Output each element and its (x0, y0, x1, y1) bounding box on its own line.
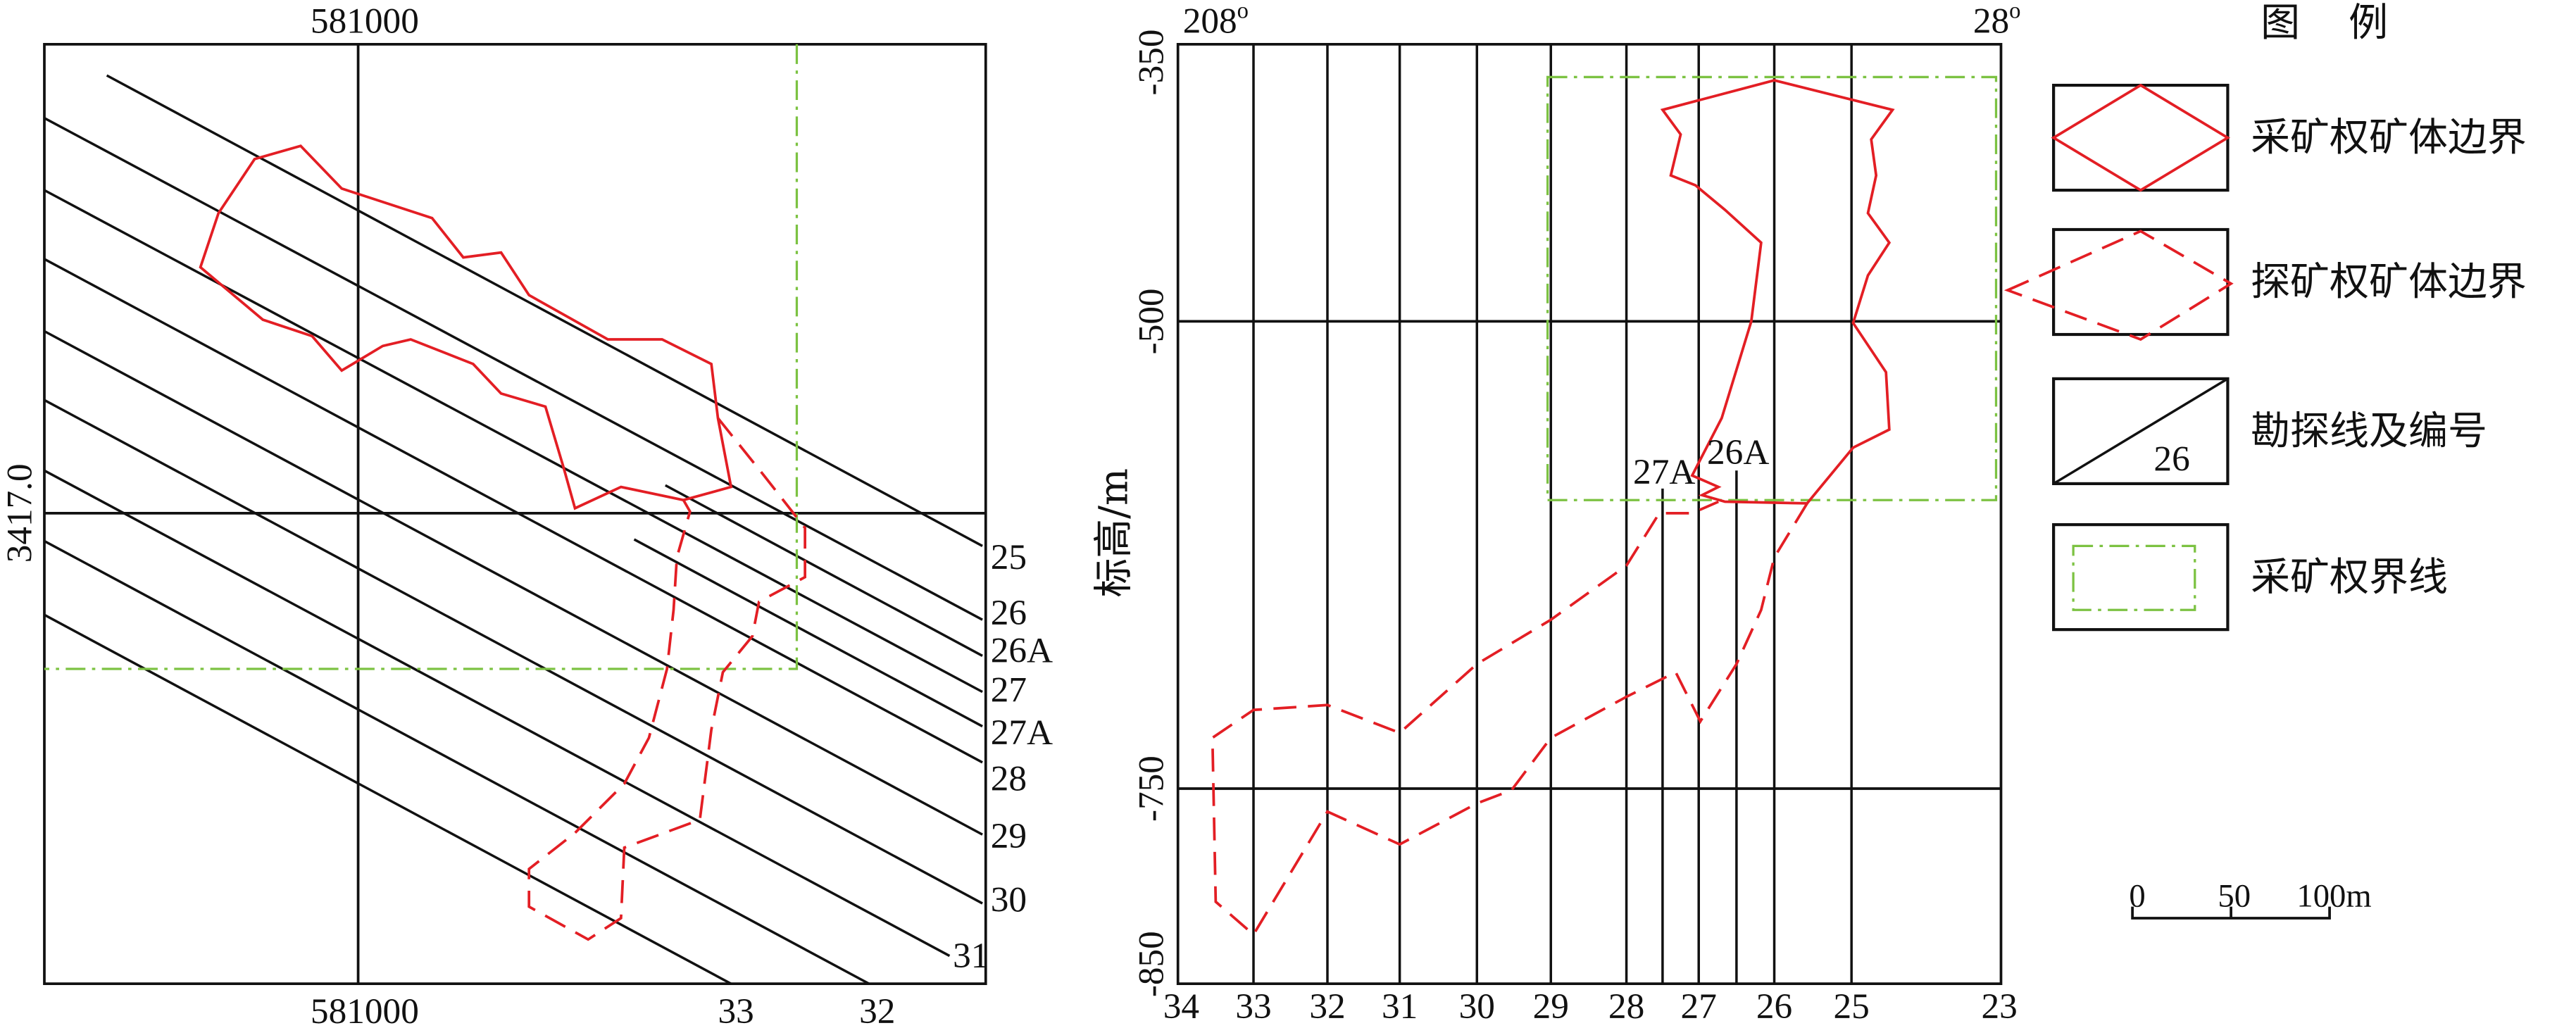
bearing-right-degree: o (2009, 0, 2020, 24)
easting-bottom-label: 581000 (311, 991, 419, 1028)
section-exploration-orebody-boundary (1211, 500, 1808, 937)
dashed-red-diamond-icon (2003, 230, 2234, 341)
plan-mining-right-boundary (44, 44, 799, 670)
bearing-left-degree: o (1237, 0, 1249, 24)
section-top-left-label: 208o (1183, 0, 1249, 42)
exploration-line-27a (633, 538, 983, 728)
legend-box-exploration-line (2052, 377, 2230, 486)
bearing-left-value: 208 (1183, 1, 1237, 42)
section-x-label-23: 23 (1981, 986, 2017, 1027)
section-inner-label-26a: 26A (1707, 432, 1769, 472)
exploration-line-28 (44, 258, 983, 764)
legend-box-exploration-orebody (2052, 227, 2230, 337)
elevation-label-850: -850 (1132, 931, 1172, 997)
bearing-right-value: 28 (1973, 1, 2009, 42)
exploration-line-29 (44, 330, 983, 836)
elevation-label-750: -750 (1132, 756, 1172, 822)
legend-box-mining-orebody (2052, 83, 2230, 192)
section-x-label-27: 27 (1681, 986, 1717, 1027)
northing-label: 3417.0 (0, 463, 39, 563)
line-label-33: 33 (718, 991, 754, 1028)
plan-map: 581000 581000 3417.0 25 26 26A 27 27A 28… (0, 1, 1053, 1028)
section-x-label-31: 31 (1382, 986, 1418, 1027)
legend-label-mining-right: 采矿权界线 (2251, 554, 2448, 600)
y-axis-label: 标高/m (1091, 468, 1137, 598)
cross-section: 208o 28o -350 -500 -750 -850 标高/m 34 33 … (1091, 0, 2020, 1027)
line-label-26: 26 (991, 593, 1027, 633)
legend-label-mining-orebody: 采矿权矿体边界 (2251, 115, 2527, 161)
diagonal-line-icon (2053, 377, 2229, 485)
legend-label-exploration-orebody: 探矿权矿体边界 (2251, 259, 2527, 305)
section-x-label-34: 34 (1163, 986, 1199, 1027)
section-inner-label-27a: 27A (1633, 452, 1695, 492)
section-mining-orebody-boundary (1660, 79, 1895, 505)
section-x-label-33: 33 (1235, 986, 1271, 1027)
line-label-27: 27 (991, 670, 1027, 710)
elevation-label-500: -500 (1132, 288, 1172, 354)
legend-label-exploration-line: 勘探线及编号 (2251, 408, 2487, 454)
exploration-line-33 (44, 613, 732, 985)
green-dash-dot-rectangle-icon (2072, 544, 2196, 611)
section-x-label-29: 29 (1533, 986, 1569, 1027)
section-x-label-26: 26 (1756, 986, 1792, 1027)
plan-exploration-orebody-boundary (527, 417, 806, 941)
line-label-32: 32 (859, 991, 895, 1028)
plan-mining-orebody-boundary (199, 144, 733, 510)
exploration-line-32 (44, 539, 870, 985)
scale-label-50: 50 (2218, 878, 2251, 915)
legend: 图 例 采矿权矿体边界 探矿权矿体边界 26 勘探线及编号 采矿权界线 (2003, 0, 2527, 632)
line-label-30: 30 (991, 880, 1027, 920)
line-label-27a: 27A (991, 713, 1053, 753)
section-x-label-32: 32 (1309, 986, 1345, 1027)
solid-red-diamond-icon (2051, 83, 2231, 192)
scale-label-0: 0 (2129, 878, 2145, 915)
scale-bar: 0 50 100m (2129, 878, 2372, 920)
legend-box-mining-right (2052, 523, 2230, 632)
exploration-line-30 (44, 399, 983, 905)
section-frame (1176, 43, 2003, 985)
exploration-line-26a (664, 484, 983, 657)
line-label-25: 25 (991, 537, 1027, 577)
exploration-line-25 (106, 74, 983, 547)
line-label-31: 31 (953, 936, 989, 976)
line-label-26a: 26A (991, 631, 1053, 671)
section-x-label-25: 25 (1834, 986, 1870, 1027)
line-label-29: 29 (991, 816, 1027, 856)
exploration-line-31 (44, 469, 951, 958)
easting-top-label: 581000 (311, 1, 419, 42)
elevation-label-350: -350 (1132, 30, 1172, 96)
section-top-right-label: 28o (1973, 0, 2021, 42)
section-mining-right-boundary (1546, 75, 1998, 501)
section-x-label-30: 30 (1459, 986, 1495, 1027)
exploration-line-27 (44, 189, 983, 694)
legend-line-number: 26 (2153, 439, 2189, 479)
section-x-label-28: 28 (1608, 986, 1644, 1027)
legend-title: 图 例 (2261, 0, 2388, 46)
scale-label-100m: 100m (2296, 878, 2371, 915)
line-label-28: 28 (991, 758, 1027, 798)
exploration-line-26 (44, 117, 983, 621)
